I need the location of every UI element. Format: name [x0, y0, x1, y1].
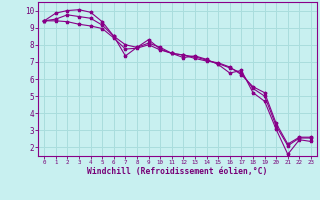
X-axis label: Windchill (Refroidissement éolien,°C): Windchill (Refroidissement éolien,°C)	[87, 167, 268, 176]
